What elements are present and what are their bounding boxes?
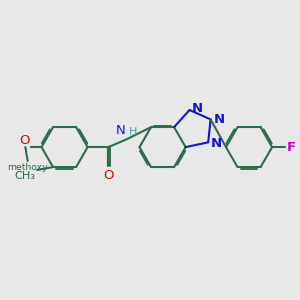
Text: N: N bbox=[192, 102, 203, 116]
Text: methoxy: methoxy bbox=[7, 163, 48, 172]
Text: N: N bbox=[214, 113, 225, 126]
Text: O: O bbox=[19, 134, 29, 146]
Text: N: N bbox=[116, 124, 126, 137]
Text: N: N bbox=[211, 137, 222, 150]
Text: O: O bbox=[103, 169, 114, 182]
Text: CH₃: CH₃ bbox=[15, 171, 36, 182]
Text: F: F bbox=[287, 141, 296, 154]
Text: H: H bbox=[129, 127, 137, 137]
